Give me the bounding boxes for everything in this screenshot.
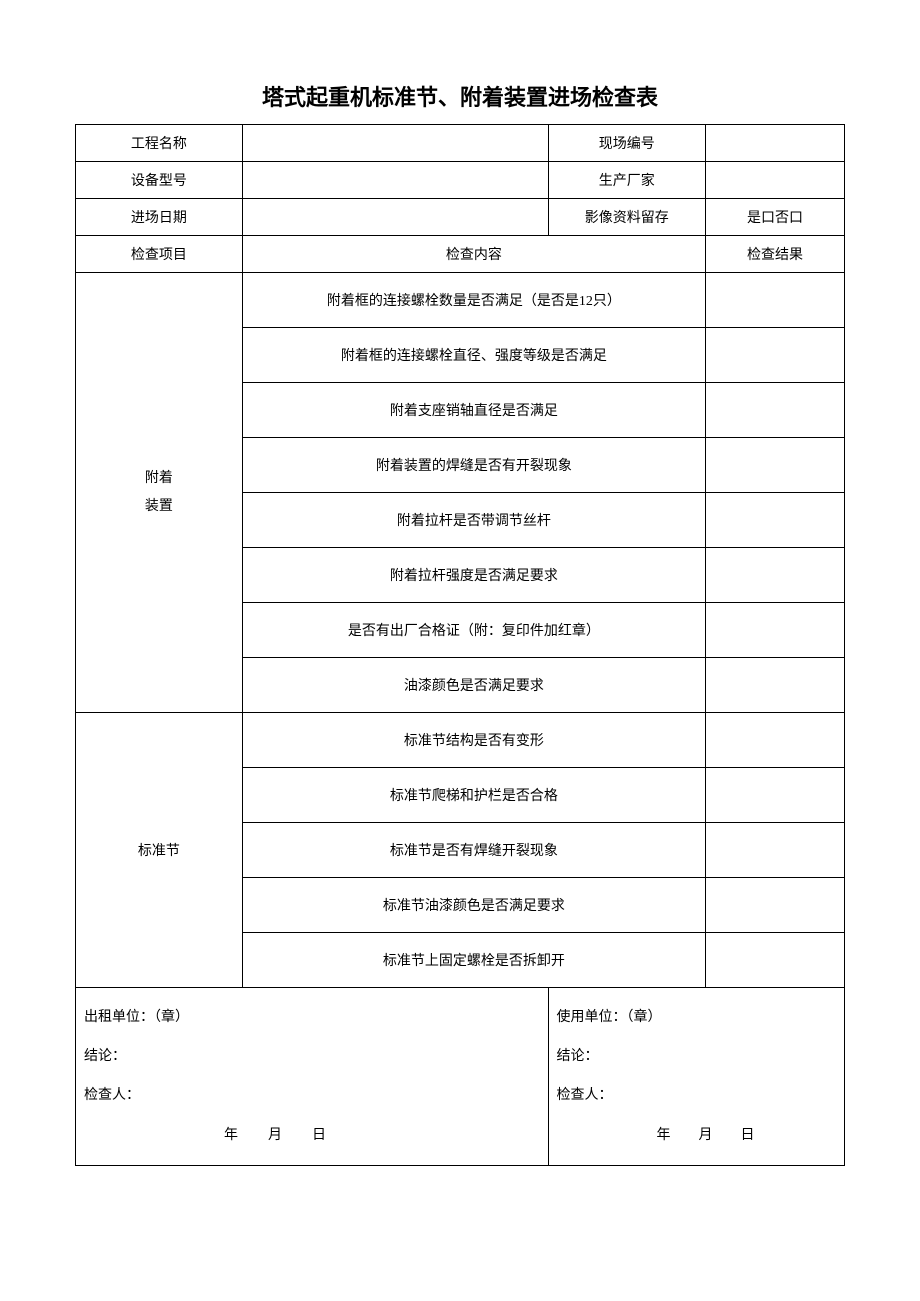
standard-item-0: 标准节结构是否有变形 <box>242 713 705 768</box>
label-check-result: 检查结果 <box>706 236 845 273</box>
standard-result-3 <box>706 878 845 933</box>
attachment-item-1: 附着框的连接螺栓直径、强度等级是否满足 <box>242 328 705 383</box>
row-equipment: 设备型号 生产厂家 <box>76 162 845 199</box>
attachment-result-4 <box>706 493 845 548</box>
attachment-result-5 <box>706 548 845 603</box>
standard-item-1: 标准节爬梯和护栏是否合格 <box>242 768 705 823</box>
value-equipment-model <box>242 162 548 199</box>
signature-right: 使用单位：（章） 结论： 检查人： 年月日 <box>548 988 845 1166</box>
attachment-row-0: 附着装置 附着框的连接螺栓数量是否满足（是否是12只） <box>76 273 845 328</box>
attachment-item-6: 是否有出厂合格证（附：复印件加红章） <box>242 603 705 658</box>
label-check-item: 检查项目 <box>76 236 243 273</box>
standard-result-4 <box>706 933 845 988</box>
standard-result-2 <box>706 823 845 878</box>
left-conclusion: 结论： <box>84 1037 540 1076</box>
attachment-result-2 <box>706 383 845 438</box>
row-entry-date: 进场日期 影像资料留存 是口否口 <box>76 199 845 236</box>
value-yes-no: 是口否口 <box>706 199 845 236</box>
standard-item-3: 标准节油漆颜色是否满足要求 <box>242 878 705 933</box>
value-manufacturer <box>706 162 845 199</box>
label-project-name: 工程名称 <box>76 125 243 162</box>
attachment-result-1 <box>706 328 845 383</box>
value-project-name <box>242 125 548 162</box>
right-inspector: 检查人： <box>557 1088 613 1103</box>
attachment-result-6 <box>706 603 845 658</box>
attachment-result-3 <box>706 438 845 493</box>
section-standard-label: 标准节 <box>76 713 243 988</box>
label-check-content: 检查内容 <box>242 236 705 273</box>
label-video-retention: 影像资料留存 <box>548 199 706 236</box>
attachment-item-4: 附着拉杆是否带调节丝杆 <box>242 493 705 548</box>
attachment-item-2: 附着支座销轴直径是否满足 <box>242 383 705 438</box>
right-conclusion: 结论： <box>557 1037 837 1076</box>
attachment-item-3: 附着装置的焊缝是否有开裂现象 <box>242 438 705 493</box>
attachment-result-7 <box>706 658 845 713</box>
standard-result-0 <box>706 713 845 768</box>
standard-item-4: 标准节上固定螺栓是否拆卸开 <box>242 933 705 988</box>
attachment-item-5: 附着拉杆强度是否满足要求 <box>242 548 705 603</box>
left-unit: 出租单位：（章） <box>84 998 540 1037</box>
label-site-number: 现场编号 <box>548 125 706 162</box>
row-check-headers: 检查项目 检查内容 检查结果 <box>76 236 845 273</box>
inspection-table: 工程名称 现场编号 设备型号 生产厂家 进场日期 影像资料留存 是口否口 检查项… <box>75 124 845 1166</box>
left-inspector: 检查人： <box>84 1088 140 1103</box>
label-equipment-model: 设备型号 <box>76 162 243 199</box>
attachment-item-7: 油漆颜色是否满足要求 <box>242 658 705 713</box>
section-attachment-label: 附着装置 <box>76 273 243 713</box>
right-date: 年月日 <box>557 1116 837 1155</box>
right-unit: 使用单位：（章） <box>557 998 837 1037</box>
value-entry-date <box>242 199 548 236</box>
label-entry-date: 进场日期 <box>76 199 243 236</box>
standard-result-1 <box>706 768 845 823</box>
row-project: 工程名称 现场编号 <box>76 125 845 162</box>
signature-left: 出租单位：（章） 结论： 检查人： 年月日 <box>76 988 549 1166</box>
standard-item-2: 标准节是否有焊缝开裂现象 <box>242 823 705 878</box>
attachment-result-0 <box>706 273 845 328</box>
signature-row: 出租单位：（章） 结论： 检查人： 年月日 使用单位：（章） 结论： 检查人： … <box>76 988 845 1166</box>
attachment-item-0: 附着框的连接螺栓数量是否满足（是否是12只） <box>242 273 705 328</box>
standard-row-0: 标准节 标准节结构是否有变形 <box>76 713 845 768</box>
document-title: 塔式起重机标准节、附着装置进场检查表 <box>75 80 845 112</box>
value-site-number <box>706 125 845 162</box>
label-manufacturer: 生产厂家 <box>548 162 706 199</box>
left-date: 年月日 <box>84 1116 540 1155</box>
